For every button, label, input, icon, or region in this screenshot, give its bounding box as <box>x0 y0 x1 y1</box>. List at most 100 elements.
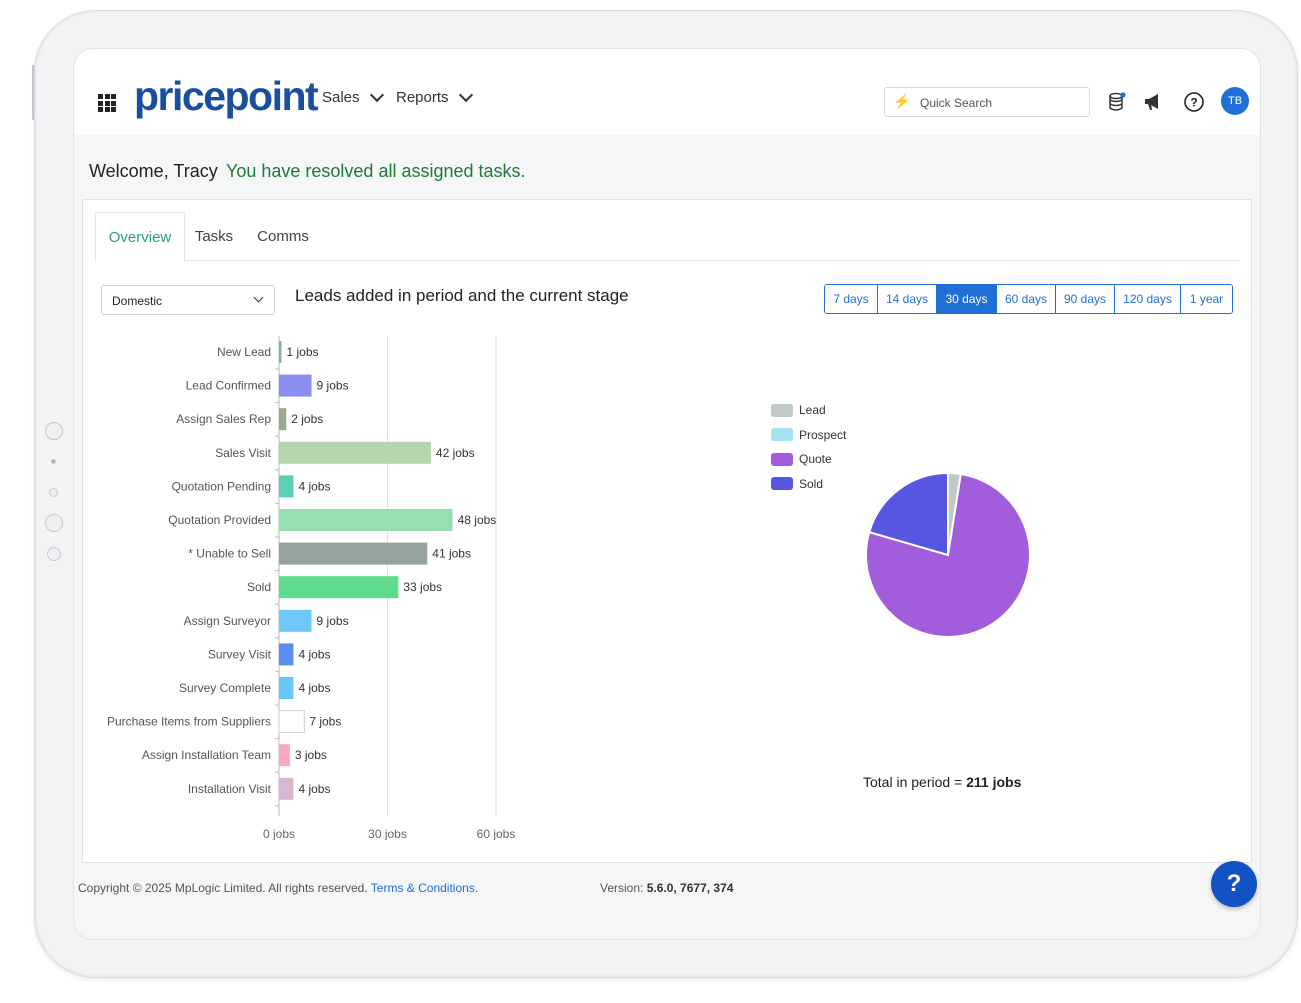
stage-bar-chart: 0 jobs 30 jobs 60 jobs New Lead 1 jobs Lead C… <box>107 336 515 840</box>
bar[interactable] <box>279 475 294 498</box>
period-60-days[interactable]: 60 days <box>996 285 1055 313</box>
legend-item-sold[interactable]: Sold <box>771 472 846 497</box>
device-dot <box>51 459 56 464</box>
legend-label: Quote <box>799 452 832 467</box>
bar[interactable] <box>279 643 294 666</box>
legend-item-prospect[interactable]: Prospect <box>771 423 846 448</box>
bar[interactable] <box>279 744 290 767</box>
chevron-down-icon <box>369 87 384 103</box>
version-label: Version: <box>600 881 644 895</box>
legend-label: Prospect <box>799 427 847 442</box>
bar-value-label: 48 jobs <box>458 513 497 527</box>
legend-swatch <box>771 452 793 466</box>
top-header: pricepoint Sales Reports ⚡ Quick Search … <box>74 49 1260 135</box>
footer-version: Version: 5.6.0, 7677, 374 <box>600 881 733 895</box>
device-dot <box>45 422 63 440</box>
lightning-icon: ⚡ <box>893 93 911 109</box>
device-dot <box>45 514 63 532</box>
legend-label: Sold <box>799 476 824 491</box>
period-1-year[interactable]: 1 year <box>1180 285 1232 313</box>
copyright-text: Copyright © 2025 MpLogic Limited. All ri… <box>78 881 368 895</box>
tab-bar: Overview Tasks Comms <box>95 212 1239 262</box>
quick-search-input[interactable]: ⚡ Quick Search <box>884 87 1090 117</box>
legend-swatch <box>771 477 793 491</box>
bar[interactable] <box>279 542 428 565</box>
device-dot <box>47 547 61 561</box>
bar-category-label: Purchase Items from Suppliers <box>107 715 271 729</box>
device-dot <box>49 488 58 497</box>
bar-value-label: 41 jobs <box>432 547 471 561</box>
bar[interactable] <box>279 408 287 431</box>
bar-value-label: 42 jobs <box>436 446 475 460</box>
legend-label: Lead <box>799 403 826 418</box>
tasks-status: You have resolved all assigned tasks. <box>226 161 526 181</box>
tab-tasks[interactable]: Tasks <box>194 227 234 245</box>
app-screen: pricepoint Sales Reports ⚡ Quick Search … <box>73 48 1261 940</box>
market-select[interactable]: Domestic <box>101 285 275 315</box>
device-side-button <box>32 65 35 120</box>
bar[interactable] <box>278 710 305 734</box>
bar-category-label: Survey Complete <box>179 681 271 695</box>
tab-overview[interactable]: Overview <box>95 212 185 262</box>
total-value: 211 jobs <box>966 774 1022 790</box>
bar-category-label: Assign Installation Team <box>142 748 271 762</box>
user-avatar[interactable]: TB <box>1221 87 1249 115</box>
period-30-days[interactable]: 30 days <box>936 285 996 313</box>
nav-reports[interactable]: Reports <box>396 87 473 106</box>
pie-legend: Lead Prospect Quote Sold <box>771 398 846 496</box>
bar[interactable] <box>279 509 453 531</box>
total-label: Total in period = <box>863 774 963 790</box>
bar-value-label: 7 jobs <box>309 715 341 729</box>
bar-value-label: 9 jobs <box>317 614 349 628</box>
bar-value-label: 3 jobs <box>295 748 327 762</box>
tab-comms[interactable]: Comms <box>257 227 309 245</box>
period-14-days[interactable]: 14 days <box>877 285 936 313</box>
bar-value-label: 33 jobs <box>403 580 442 594</box>
bar[interactable] <box>279 441 431 464</box>
period-7-days[interactable]: 7 days <box>825 285 877 313</box>
version-value: 5.6.0, 7677, 374 <box>646 881 734 895</box>
bar[interactable] <box>279 609 312 632</box>
svg-text:?: ? <box>1190 96 1197 110</box>
bar-category-label: Sold <box>247 580 271 594</box>
period-120-days[interactable]: 120 days <box>1114 285 1180 313</box>
bar-value-label: 1 jobs <box>287 345 319 359</box>
chart-title: Leads added in period and the current st… <box>295 286 629 305</box>
bar-category-label: Assign Sales Rep <box>176 412 271 426</box>
pricepoint-logo[interactable]: pricepoint <box>134 73 319 119</box>
terms-link[interactable]: Terms & Conditions. <box>370 881 479 895</box>
bar-value-label: 9 jobs <box>317 379 349 393</box>
legend-item-lead[interactable]: Lead <box>771 398 846 423</box>
bar-value-label: 4 jobs <box>298 681 330 695</box>
bar[interactable] <box>279 341 282 363</box>
nav-sales[interactable]: Sales <box>322 87 384 106</box>
dashboard-card: Overview Tasks Comms Domestic Leads adde… <box>82 199 1252 863</box>
bar-category-label: Lead Confirmed <box>186 379 271 393</box>
total-in-period: Total in period = 211 jobs <box>863 774 1021 790</box>
help-circle-icon[interactable]: ? <box>1183 91 1205 113</box>
bar-category-label: Sales Visit <box>215 446 271 460</box>
search-placeholder: Quick Search <box>920 96 993 110</box>
bar[interactable] <box>279 576 399 599</box>
stage-pie-chart <box>865 471 1031 638</box>
bar[interactable] <box>279 677 294 699</box>
apps-grid-icon[interactable] <box>98 94 116 112</box>
database-icon[interactable] <box>1106 91 1128 113</box>
footer-copyright: Copyright © 2025 MpLogic Limited. All ri… <box>78 881 478 895</box>
period-selector: 7 days 14 days 30 days 60 days 90 days 1… <box>824 284 1233 314</box>
megaphone-icon[interactable] <box>1142 91 1164 113</box>
bar-category-label: Survey Visit <box>208 647 272 661</box>
bar[interactable] <box>279 374 312 397</box>
bar-category-label: Installation Visit <box>188 782 272 796</box>
period-90-days[interactable]: 90 days <box>1055 285 1114 313</box>
bar[interactable] <box>279 777 294 800</box>
bar-category-label: Quotation Provided <box>168 513 271 527</box>
bar-category-label: Quotation Pending <box>172 479 271 493</box>
pie-slice-sold[interactable] <box>868 471 949 557</box>
bar-value-label: 4 jobs <box>298 782 330 796</box>
bar-category-label: * Unable to Sell <box>188 547 271 561</box>
bar-value-label: 4 jobs <box>298 647 330 661</box>
market-select-value: Domestic <box>112 294 163 308</box>
legend-item-quote[interactable]: Quote <box>771 447 846 472</box>
help-button[interactable]: ? <box>1211 861 1257 907</box>
